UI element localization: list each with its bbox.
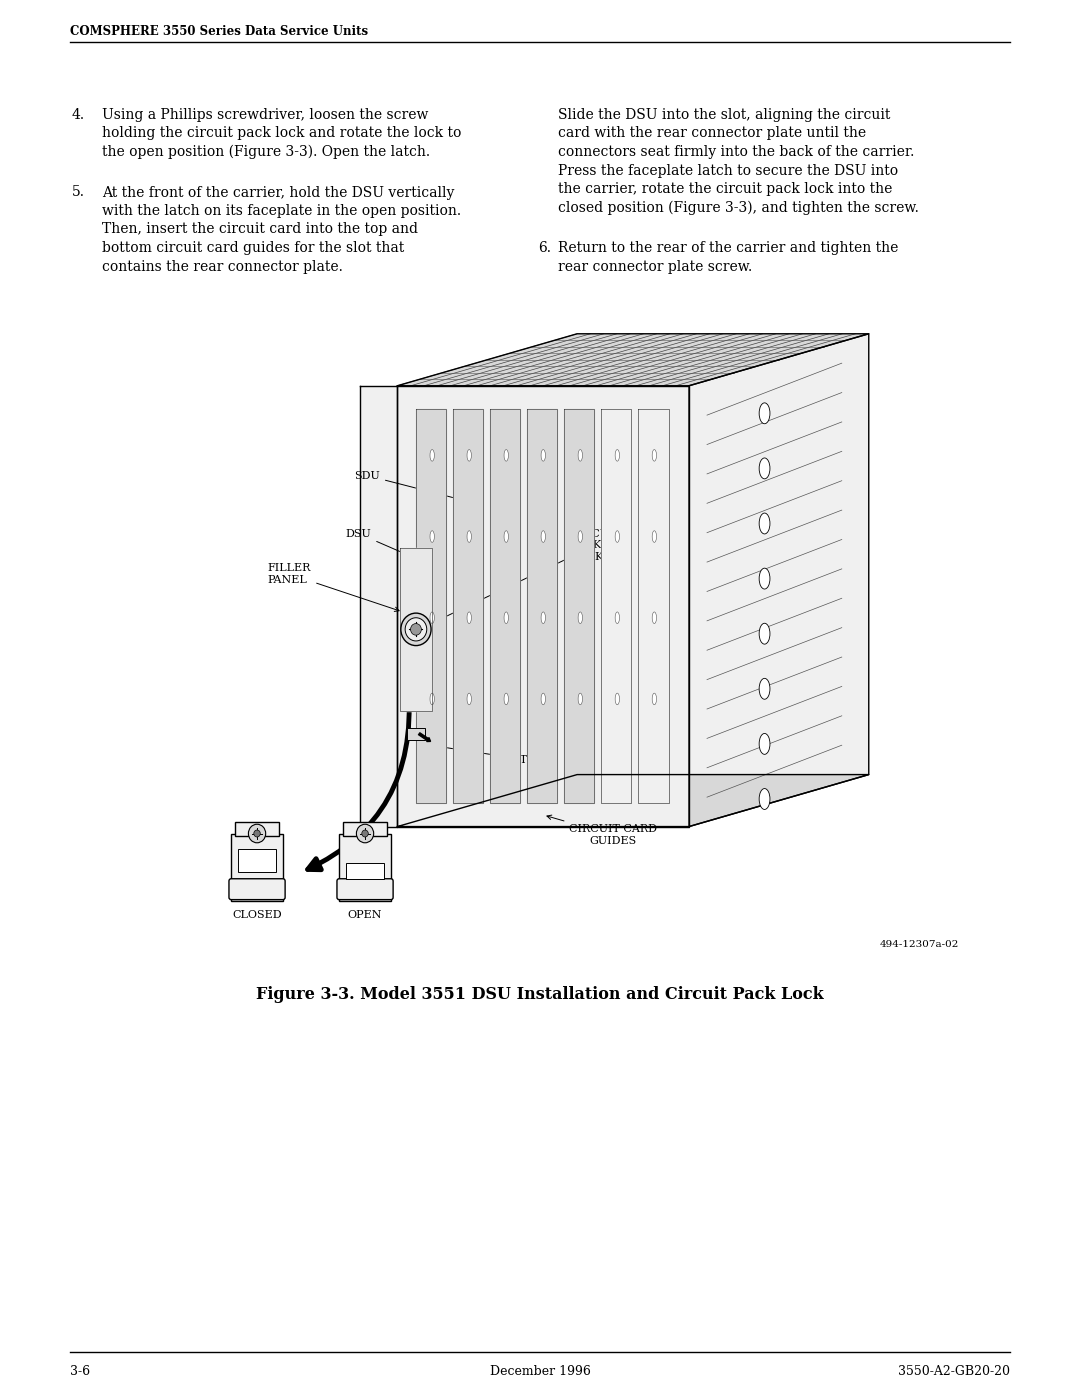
Text: 494-12307a-02: 494-12307a-02 <box>880 940 959 949</box>
Bar <box>407 728 424 739</box>
Polygon shape <box>600 409 632 803</box>
Text: CIRCUIT CARD
GUIDES: CIRCUIT CARD GUIDES <box>546 814 658 847</box>
Ellipse shape <box>652 450 657 461</box>
Ellipse shape <box>430 531 434 542</box>
Text: the carrier, rotate the circuit pack lock into the: the carrier, rotate the circuit pack loc… <box>558 182 892 196</box>
Ellipse shape <box>759 513 770 534</box>
Polygon shape <box>490 409 521 803</box>
Ellipse shape <box>759 788 770 809</box>
Bar <box>343 821 387 835</box>
Text: Using a Phillips screwdriver, loosen the screw: Using a Phillips screwdriver, loosen the… <box>102 108 429 122</box>
Text: connectors seat firmly into the back of the carrier.: connectors seat firmly into the back of … <box>558 145 915 159</box>
Polygon shape <box>416 409 446 803</box>
Ellipse shape <box>616 531 620 542</box>
Circle shape <box>401 613 431 645</box>
Text: 6.: 6. <box>538 242 551 256</box>
Polygon shape <box>360 386 397 827</box>
Ellipse shape <box>504 531 509 542</box>
Ellipse shape <box>578 450 582 461</box>
Ellipse shape <box>467 612 471 623</box>
Text: Then, insert the circuit card into the top and: Then, insert the circuit card into the t… <box>102 222 418 236</box>
Ellipse shape <box>541 612 545 623</box>
Text: bottom circuit card guides for the slot that: bottom circuit card guides for the slot … <box>102 242 404 256</box>
Ellipse shape <box>430 612 434 623</box>
Text: 5.: 5. <box>72 186 85 200</box>
Ellipse shape <box>759 402 770 423</box>
Text: with the latch on its faceplate in the open position.: with the latch on its faceplate in the o… <box>102 204 461 218</box>
Polygon shape <box>400 548 432 711</box>
Text: Slide the DSU into the slot, aligning the circuit: Slide the DSU into the slot, aligning th… <box>558 108 890 122</box>
Ellipse shape <box>759 569 770 590</box>
Circle shape <box>362 830 368 837</box>
FancyBboxPatch shape <box>229 879 285 900</box>
Text: FILLER
PANEL: FILLER PANEL <box>268 563 400 612</box>
Ellipse shape <box>578 612 582 623</box>
Ellipse shape <box>578 531 582 542</box>
Text: card with the rear connector plate until the: card with the rear connector plate until… <box>558 127 866 141</box>
Text: At the front of the carrier, hold the DSU vertically: At the front of the carrier, hold the DS… <box>102 186 455 200</box>
Ellipse shape <box>616 693 620 704</box>
Ellipse shape <box>652 693 657 704</box>
Circle shape <box>405 617 427 641</box>
Ellipse shape <box>616 450 620 461</box>
Polygon shape <box>689 334 868 827</box>
Bar <box>238 848 276 872</box>
Text: rear connector plate screw.: rear connector plate screw. <box>558 260 753 274</box>
Bar <box>339 834 391 901</box>
FancyArrow shape <box>419 733 431 742</box>
Text: contains the rear connector plate.: contains the rear connector plate. <box>102 260 342 274</box>
Ellipse shape <box>578 693 582 704</box>
Text: CIRCUIT
PACK
LOCK: CIRCUIT PACK LOCK <box>434 528 621 622</box>
Ellipse shape <box>467 531 471 542</box>
Ellipse shape <box>467 693 471 704</box>
Ellipse shape <box>430 693 434 704</box>
Ellipse shape <box>430 450 434 461</box>
Circle shape <box>356 824 374 842</box>
Ellipse shape <box>652 612 657 623</box>
Polygon shape <box>564 409 594 803</box>
Ellipse shape <box>759 733 770 754</box>
Ellipse shape <box>759 623 770 644</box>
Text: 3-6: 3-6 <box>70 1365 90 1377</box>
Ellipse shape <box>541 531 545 542</box>
Ellipse shape <box>504 612 509 623</box>
Text: OPEN: OPEN <box>348 909 382 921</box>
Text: Figure 3-3. Model 3551 DSU Installation and Circuit Pack Lock: Figure 3-3. Model 3551 DSU Installation … <box>256 986 824 1003</box>
Text: 4.: 4. <box>72 108 85 122</box>
Ellipse shape <box>759 458 770 479</box>
Ellipse shape <box>541 450 545 461</box>
Bar <box>235 821 279 835</box>
Text: Return to the rear of the carrier and tighten the: Return to the rear of the carrier and ti… <box>558 242 899 256</box>
Polygon shape <box>453 409 484 803</box>
Bar <box>346 862 384 879</box>
Circle shape <box>248 824 266 842</box>
Text: Press the faceplate latch to secure the DSU into: Press the faceplate latch to secure the … <box>558 163 899 177</box>
Text: closed position (Figure 3-3), and tighten the screw.: closed position (Figure 3-3), and tighte… <box>558 201 919 215</box>
Bar <box>231 834 283 901</box>
Text: DSU: DSU <box>346 528 429 564</box>
Ellipse shape <box>541 693 545 704</box>
Text: LATCH: LATCH <box>420 742 545 764</box>
Polygon shape <box>638 409 669 803</box>
Ellipse shape <box>759 679 770 700</box>
Ellipse shape <box>504 450 509 461</box>
Text: COMSPHERE 3550 Series Data Service Units: COMSPHERE 3550 Series Data Service Units <box>70 25 368 38</box>
Text: 3550-A2-GB20-20: 3550-A2-GB20-20 <box>897 1365 1010 1377</box>
Polygon shape <box>397 386 689 827</box>
Circle shape <box>254 830 260 837</box>
Text: the open position (Figure 3-3). Open the latch.: the open position (Figure 3-3). Open the… <box>102 145 430 159</box>
Ellipse shape <box>652 531 657 542</box>
Text: December 1996: December 1996 <box>489 1365 591 1377</box>
Text: holding the circuit pack lock and rotate the lock to: holding the circuit pack lock and rotate… <box>102 127 461 141</box>
Polygon shape <box>527 409 557 803</box>
Polygon shape <box>397 334 868 386</box>
Text: SDU: SDU <box>354 471 465 502</box>
Ellipse shape <box>467 450 471 461</box>
Text: CLOSED: CLOSED <box>232 909 282 921</box>
Ellipse shape <box>616 612 620 623</box>
Polygon shape <box>397 774 868 827</box>
FancyBboxPatch shape <box>337 879 393 900</box>
Ellipse shape <box>504 693 509 704</box>
Circle shape <box>410 623 421 636</box>
